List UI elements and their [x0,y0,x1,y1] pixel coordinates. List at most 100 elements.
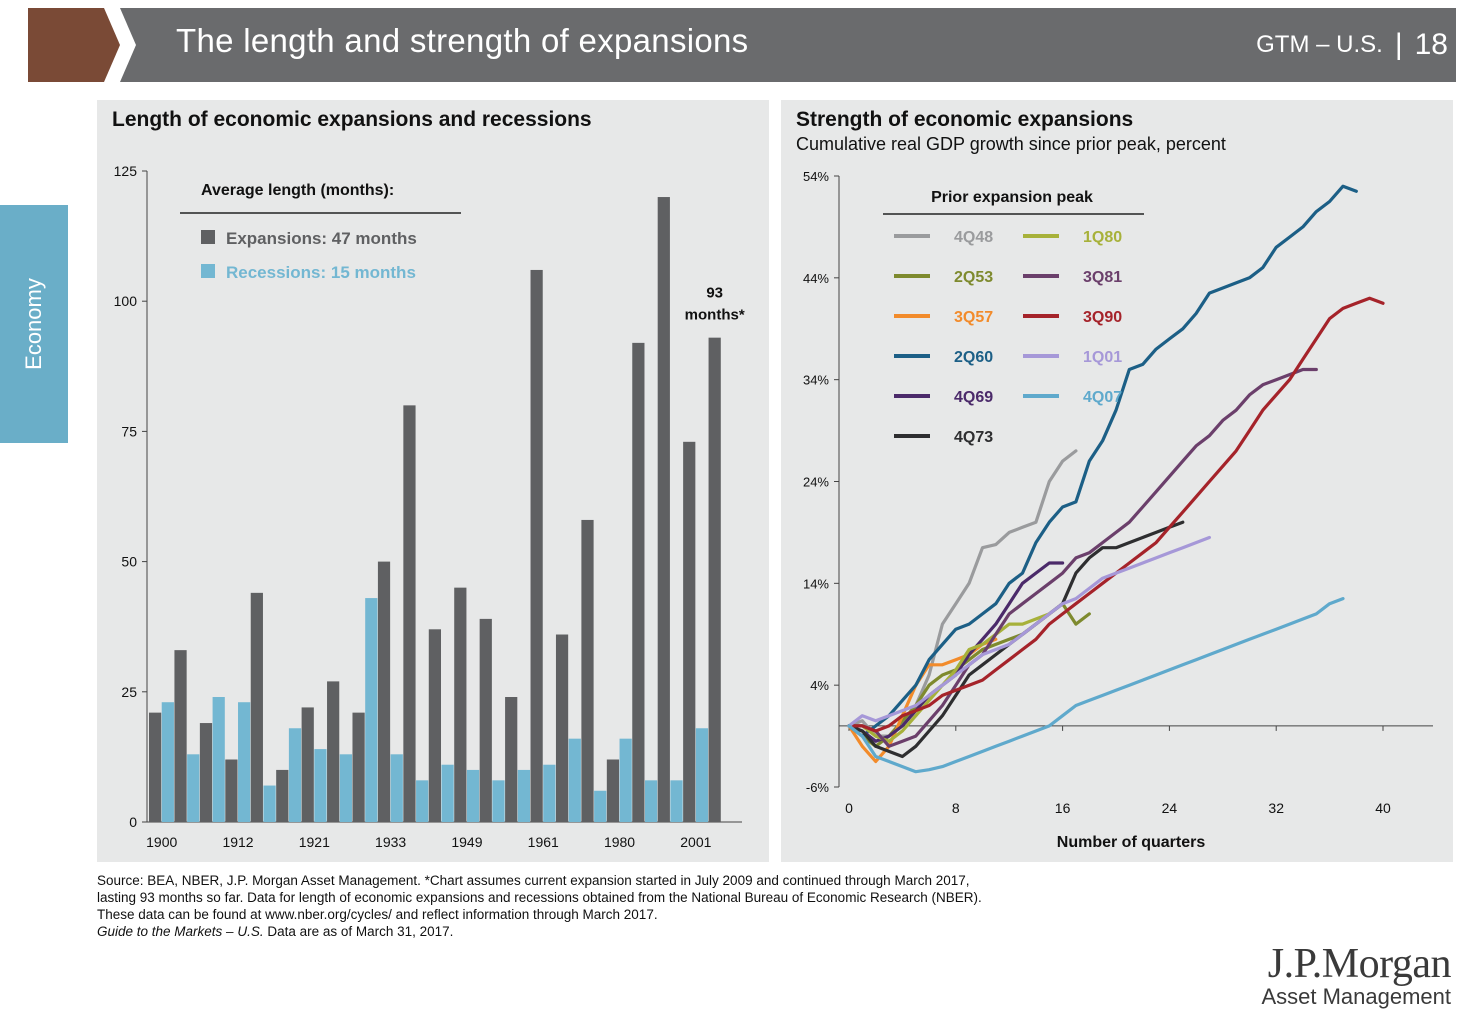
series-line-4q69 [847,561,1065,743]
expansion-bar [657,197,670,822]
series-line-3q81 [847,367,1318,748]
bar-x-tick-label: 1949 [451,834,482,850]
bar-legend-title: Average length (months): [201,182,394,199]
bar-x-tick-label: 1961 [528,834,559,850]
recession-bar [314,749,327,822]
legend-label-2q60: 2Q60 [954,349,993,366]
expansion-bar [403,405,416,822]
expansion-bar [327,681,340,822]
line-x-tick-label: 16 [1055,800,1071,816]
left-chart-title: Length of economic expansions and recess… [112,108,592,131]
header-notch [120,8,136,82]
recession-bar [263,785,276,822]
series-line-2q60 [847,184,1358,738]
bar-x-tick-label: 1900 [146,834,177,850]
footer-source-note: Source: BEA, NBER, J.P. Morgan Asset Man… [97,872,1217,940]
legend-label-3q81: 3Q81 [1083,269,1122,286]
bar-y-tick-label: 50 [121,554,137,570]
jpmorgan-logo: J.P.Morgan Asset Management [1261,940,1451,1010]
series-line-4q48 [847,449,1078,738]
bar-x-tick-label: 1933 [375,834,406,850]
bar-y-tick-label: 0 [129,814,137,830]
legend-label-recessions: Recessions: 15 months [226,263,416,282]
expansion-bar [581,519,594,822]
expansion-bar [301,707,314,822]
expansion-bar [454,587,467,822]
legend-label-2q53: 2Q53 [954,269,993,286]
side-tab-economy[interactable]: Economy [0,205,68,443]
line-y-tick-label: 44% [803,271,829,286]
header-accent-arrow [28,8,120,82]
expansion-bar [505,697,518,822]
footer-line-1: Source: BEA, NBER, J.P. Morgan Asset Man… [97,873,970,888]
expansion-bar [555,634,569,822]
right-chart-title: Strength of economic expansions [796,108,1134,131]
recession-bar [288,728,302,822]
legend-label-3q57: 3Q57 [954,309,993,326]
recession-bar [416,780,429,822]
logo-wordmark: J.P.Morgan [1267,941,1452,987]
bar-y-tick-label: 125 [114,163,138,179]
line-x-tick-label: 8 [952,800,960,816]
bar-x-tick-label: 1912 [222,834,253,850]
right-chart-subtitle: Cumulative real GDP growth since prior p… [796,134,1226,154]
line-chart: -6% 4% 14% 24% 34% 44% 54% 0 8 16 24 32 40 Number of … [803,169,1433,851]
side-tab-label: Economy [21,278,46,370]
recession-bar [670,780,683,822]
expansion-bar [632,342,645,822]
recession-bar [187,754,200,822]
expansion-bar [683,441,696,822]
line-x-axis-title: Number of quarters [1057,834,1206,851]
annotation-93: 93 [706,285,723,302]
legend-label-4q69: 4Q69 [954,389,993,406]
annotation-months: months* [685,307,745,324]
series-line-4q07 [847,597,1345,774]
bar-x-tick-label: 1980 [604,834,635,850]
recession-bar [161,702,174,822]
bar-x-tick-label: 1921 [299,834,330,850]
line-x-tick-label: 32 [1268,800,1284,816]
recession-bar [365,598,378,822]
legend-label-4q48: 4Q48 [954,229,993,246]
line-legend-title: Prior expansion peak [931,189,1093,206]
bar-y-tick-label: 100 [114,293,138,309]
header-bar [120,8,1456,82]
expansion-bar [377,561,391,822]
expansion-bar [199,723,213,822]
expansion-bar [606,759,620,822]
footer-guide-name: Guide to the Markets – U.S. [97,924,264,939]
header-right: GTM – U.S. | 18 [1256,26,1448,61]
right-chart-panel: Strength of economic expansions Cumulati… [781,100,1453,862]
legend-label-4q07: 4Q07 [1083,389,1122,406]
line-y-tick-label: 4% [810,678,829,693]
recession-bar [441,764,454,822]
expansion-bar [428,629,441,822]
line-x-tick-label: 40 [1375,800,1391,816]
legend-label-1q01: 1Q01 [1083,349,1122,366]
line-y-tick-label: 24% [803,475,829,490]
recession-bar [492,780,505,822]
expansion-bar [276,769,289,822]
page-number: 18 [1414,28,1448,61]
recession-bar [212,697,225,822]
recession-bar [644,780,658,822]
recession-bar [339,754,352,822]
bar-y-tick-label: 25 [121,684,137,700]
recession-bar [543,764,556,822]
footer-line-4: Guide to the Markets – U.S. Data are as … [97,923,1217,940]
legend-label-expansions: Expansions: 47 months [226,229,417,248]
bar-y-tick-label: 75 [121,423,137,439]
expansion-bar [250,592,263,822]
expansion-bar [225,759,238,822]
legend-swatch-expansions [201,230,215,244]
recession-bar [238,702,251,822]
recession-bar [390,754,403,822]
expansion-bar [149,712,162,822]
footer-line-3: These data can be found at www.nber.org/… [97,907,658,922]
recession-bar [517,769,531,822]
expansion-bar [174,650,187,822]
line-x-tick-label: 0 [845,800,853,816]
footer-line-2: lasting 93 months so far. Data for lengt… [97,890,982,905]
legend-label-3q90: 3Q90 [1083,309,1122,326]
recession-bar [695,728,709,822]
